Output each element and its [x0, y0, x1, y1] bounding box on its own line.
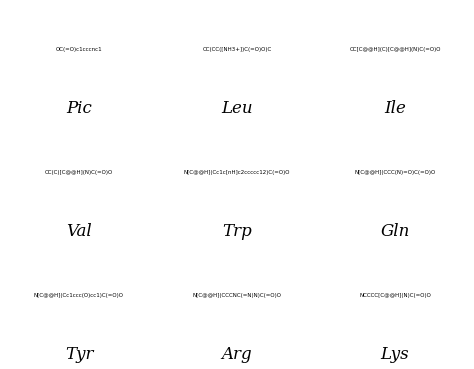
Text: Leu: Leu [221, 100, 253, 117]
Text: N[C@@H](CCC(N)=O)C(=O)O: N[C@@H](CCC(N)=O)C(=O)O [355, 170, 436, 175]
Text: CC(CC([NH3+])C(=O)O)C: CC(CC([NH3+])C(=O)O)C [202, 47, 272, 52]
Text: N[C@@H](CCCNC(=N)N)C(=O)O: N[C@@H](CCCNC(=N)N)C(=O)O [192, 293, 282, 298]
Text: Lys: Lys [381, 346, 410, 363]
Text: Trp: Trp [222, 223, 252, 240]
Text: Pic: Pic [66, 100, 92, 117]
Text: CC(C)[C@@H](N)C(=O)O: CC(C)[C@@H](N)C(=O)O [45, 170, 113, 175]
Text: Val: Val [66, 223, 92, 240]
Text: N[C@@H](Cc1ccc(O)cc1)C(=O)O: N[C@@H](Cc1ccc(O)cc1)C(=O)O [34, 293, 124, 298]
Text: Gln: Gln [380, 223, 410, 240]
Text: NCCCC[C@@H](N)C(=O)O: NCCCC[C@@H](N)C(=O)O [359, 293, 431, 298]
Text: Tyr: Tyr [65, 346, 93, 363]
Text: N[C@@H](Cc1c[nH]c2ccccc12)C(=O)O: N[C@@H](Cc1c[nH]c2ccccc12)C(=O)O [184, 170, 290, 175]
Text: CC[C@@H](C)[C@@H](N)C(=O)O: CC[C@@H](C)[C@@H](N)C(=O)O [349, 47, 441, 52]
Text: OC(=O)c1cccnc1: OC(=O)c1cccnc1 [55, 47, 102, 52]
Text: Ile: Ile [384, 100, 406, 117]
Text: Arg: Arg [222, 346, 252, 363]
